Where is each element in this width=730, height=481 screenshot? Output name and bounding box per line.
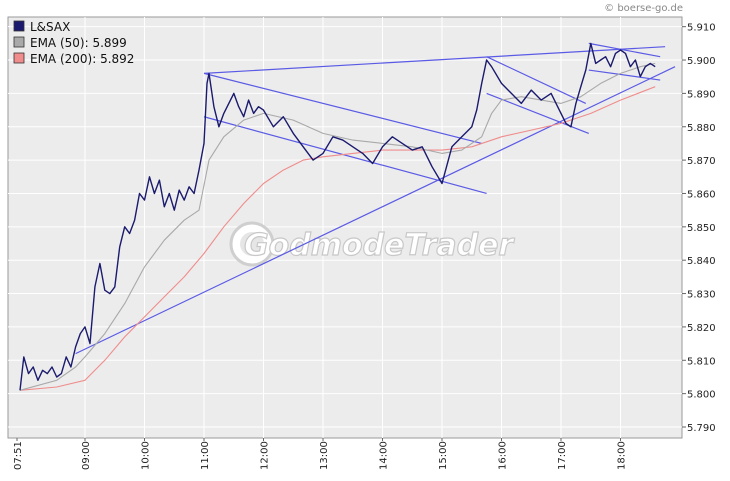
x-tick-label: 11:00 <box>200 441 211 470</box>
credit-text: © boerse-go.de <box>604 3 683 14</box>
watermark-text: GodmodeTrader <box>244 228 515 263</box>
x-tick-label: 13:00 <box>319 441 330 470</box>
y-tick-label: 5.820 <box>687 323 716 334</box>
y-tick-label: 5.910 <box>687 23 716 34</box>
trendline-upper-resistance <box>203 46 666 74</box>
y-tick-label: 5.840 <box>687 256 716 267</box>
series-line-l-sax <box>19 42 656 391</box>
x-tick-label: 16:00 <box>498 441 509 470</box>
trendline-channel1-top <box>203 72 482 145</box>
series-line-ema-50- <box>19 62 656 391</box>
legend-label: EMA (50): 5.899 <box>30 36 127 50</box>
y-tick-label: 5.870 <box>687 156 716 167</box>
x-axis: 07:51 09:00 10:00 11:00 12:00 13:00 14:00 15:00… <box>13 438 628 470</box>
series-lines <box>19 42 656 391</box>
legend-label: L&SAX <box>30 20 70 34</box>
x-tick-label: 14:00 <box>379 441 390 470</box>
grid-lines <box>8 17 682 438</box>
y-tick-label: 5.830 <box>687 290 716 301</box>
trendline-channel2-top <box>486 56 587 104</box>
x-tick-label: 17:00 <box>557 441 568 470</box>
y-tick-label: 5.860 <box>687 189 716 200</box>
y-tick-label: 5.900 <box>687 56 716 67</box>
y-tick-label: 5.850 <box>687 223 716 234</box>
legend-swatch <box>13 36 25 48</box>
y-tick-label: 5.880 <box>687 123 716 134</box>
x-tick-label: 09:00 <box>81 441 92 470</box>
y-tick-label: 5.800 <box>687 390 716 401</box>
trendline-flag-bottom <box>588 69 661 81</box>
y-tick-label: 5.890 <box>687 89 716 100</box>
legend: L&SAX EMA (50): 5.899 EMA (200): 5.892 <box>13 20 134 66</box>
watermark-logo-inner <box>240 232 264 256</box>
legend-swatch <box>13 20 25 32</box>
y-tick-label: 5.810 <box>687 356 716 367</box>
watermark: GodmodeTrader <box>229 221 516 267</box>
y-tick-label: 5.790 <box>687 423 716 434</box>
plot-area <box>7 16 683 439</box>
x-tick-label: 15:00 <box>438 441 449 470</box>
legend-label: EMA (200): 5.892 <box>30 52 134 66</box>
y-axis: 5.790 5.800 5.810 5.820 5.830 5.840 5.850 5.860… <box>682 23 716 434</box>
trendline-long-support <box>75 66 676 355</box>
x-tick-label: 07:51 <box>13 441 24 470</box>
x-tick-label: 18:00 <box>617 441 628 470</box>
x-tick-label: 12:00 <box>260 441 271 470</box>
x-tick-label: 10:00 <box>141 441 152 470</box>
legend-swatch <box>13 52 25 64</box>
trendline-flag-top <box>588 42 661 58</box>
series-line-ema-200- <box>19 86 656 391</box>
